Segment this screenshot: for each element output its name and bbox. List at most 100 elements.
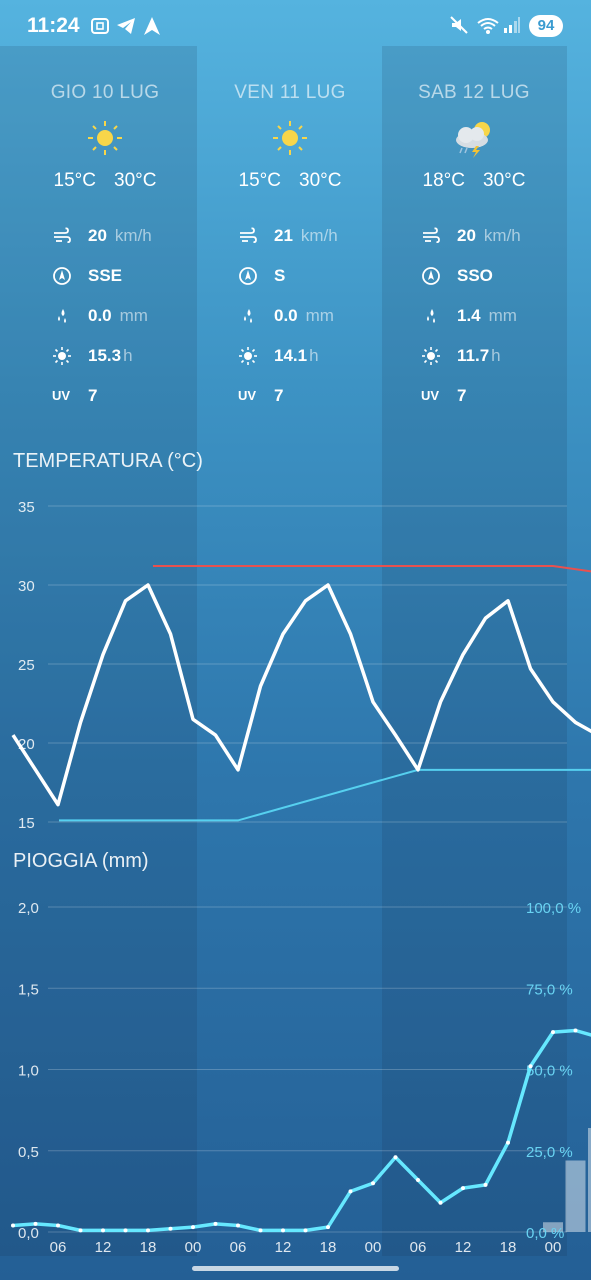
rain-point [236,1223,240,1228]
wifi-icon [477,18,499,34]
probability-bar [588,1128,591,1232]
wind-speed-value: 20 [457,226,476,245]
rain-drops-icon [427,309,435,323]
x-tick-label: 00 [185,1239,202,1256]
rain-amount-unit: mm [488,306,517,325]
day-column[interactable]: SAB 12 LUG 18°C 30°C [379,70,569,192]
wind-speed: 20 km/h [88,225,152,247]
rain-point [438,1200,443,1205]
x-tick-label: 12 [275,1239,292,1256]
temp-max: 30°C [299,170,342,191]
battery-indicator: 94 [529,15,563,37]
rain-point [483,1182,488,1187]
temperature-range: 18°C 30°C [379,170,569,192]
probability-bar [543,1222,563,1232]
uv-index-value: 7 [88,386,98,405]
wind-direction: SSE [88,265,122,287]
temp-min: 15°C [53,170,96,191]
home-indicator[interactable] [192,1266,399,1271]
uv-index: 7 [274,385,283,407]
rain-point [551,1030,555,1035]
probability-tick-label: 100,0 % [526,900,581,917]
rain-point [11,1223,15,1228]
rain-point [348,1189,353,1194]
sunshine-hours-unit: h [123,346,133,365]
temperature-series-line [11,583,591,807]
day-column[interactable]: GIO 10 LUG 15°C 30°C [10,70,200,192]
probability-tick-label: 50,0 % [526,1063,573,1080]
rain-point [78,1228,83,1233]
sunshine-hours-unit: h [491,346,501,365]
status-time: 11:24 [27,14,80,37]
wind-speed: 21 km/h [274,225,338,247]
sunshine-hours-value: 14.1 [274,346,308,365]
rain-point [371,1181,375,1186]
rain-point [461,1186,465,1191]
compass-icon [53,267,71,285]
rain-point [56,1223,60,1228]
temp-min: 18°C [422,170,465,191]
sunshine-hours-value: 15.3 [88,346,122,365]
wind-speed-unit: km/h [300,226,338,245]
y-tick-label: 30 [18,578,35,595]
temp-min: 15°C [238,170,281,191]
mute-icon [450,16,468,34]
detail-row: 15.3 h [52,345,192,367]
y-tick-label: 1,0 [18,1063,39,1080]
detail-row: UV 7 [421,385,561,407]
rain-series-line [12,1028,591,1233]
rain-section-title: PIOGGIA (mm) [13,850,149,872]
rain-point [416,1178,420,1182]
detail-row: 20 km/h [421,225,561,247]
sunshine-icon [239,347,257,365]
detail-row: UV 7 [238,385,378,407]
detail-row: 1.4 mm [421,305,561,327]
rain-amount-unit: mm [305,306,334,325]
wind-icon [54,227,71,243]
rain-amount: 1.4 mm [457,305,517,327]
wind-speed-unit: km/h [114,226,152,245]
rain-point [393,1155,398,1160]
detail-row: 14.1 h [238,345,378,367]
sunshine-icon [422,347,440,365]
uv-label: UV [52,388,71,403]
temp-max: 30°C [114,170,157,191]
uv-index-value: 7 [457,386,467,405]
x-tick-label: 18 [320,1239,337,1256]
x-tick-label: 00 [545,1239,562,1256]
rain-drops-icon [244,309,252,323]
y-tick-label: 0,5 [18,1144,39,1161]
wind-direction-value: S [274,266,286,285]
temp-max: 30°C [483,170,526,191]
wind-speed-value: 20 [88,226,107,245]
x-tick-label: 12 [95,1239,112,1256]
rain-point [191,1225,195,1230]
rain-amount-value: 1.4 [457,306,481,325]
day-band-1 [0,46,197,1256]
screenshot-icon [91,18,109,34]
day-column[interactable]: VEN 11 LUG 15°C 30°C [195,70,385,192]
x-tick-label: 00 [365,1239,382,1256]
rain-point [123,1228,128,1233]
detail-row: 11.7 h [421,345,561,367]
rain-amount-unit: mm [119,306,148,325]
uv-index: 7 [457,385,466,407]
uv-label: UV [238,388,257,403]
rain-chart[interactable]: 2,0 100,0 % 1,5 75,0 % 1,0 50,0 % 0,5 25,0 % 0,0… [0,890,591,1260]
sun-icon [273,121,307,155]
detail-row: SSO [421,265,561,287]
min-temperature-line [59,768,591,822]
rain-point [33,1221,38,1226]
rain-point [528,1064,533,1069]
rain-point [506,1140,510,1145]
temperature-section-title: TEMPERATURA (°C) [13,450,203,472]
day-title: GIO 10 LUG [50,82,160,103]
rain-point [258,1228,263,1233]
uv-label: UV [421,388,440,403]
telegram-icon [117,18,135,34]
rain-point [326,1225,330,1230]
rain-drops-icon [58,309,66,323]
wind-speed-unit: km/h [483,226,521,245]
probability-tick-label: 75,0 % [526,981,573,998]
